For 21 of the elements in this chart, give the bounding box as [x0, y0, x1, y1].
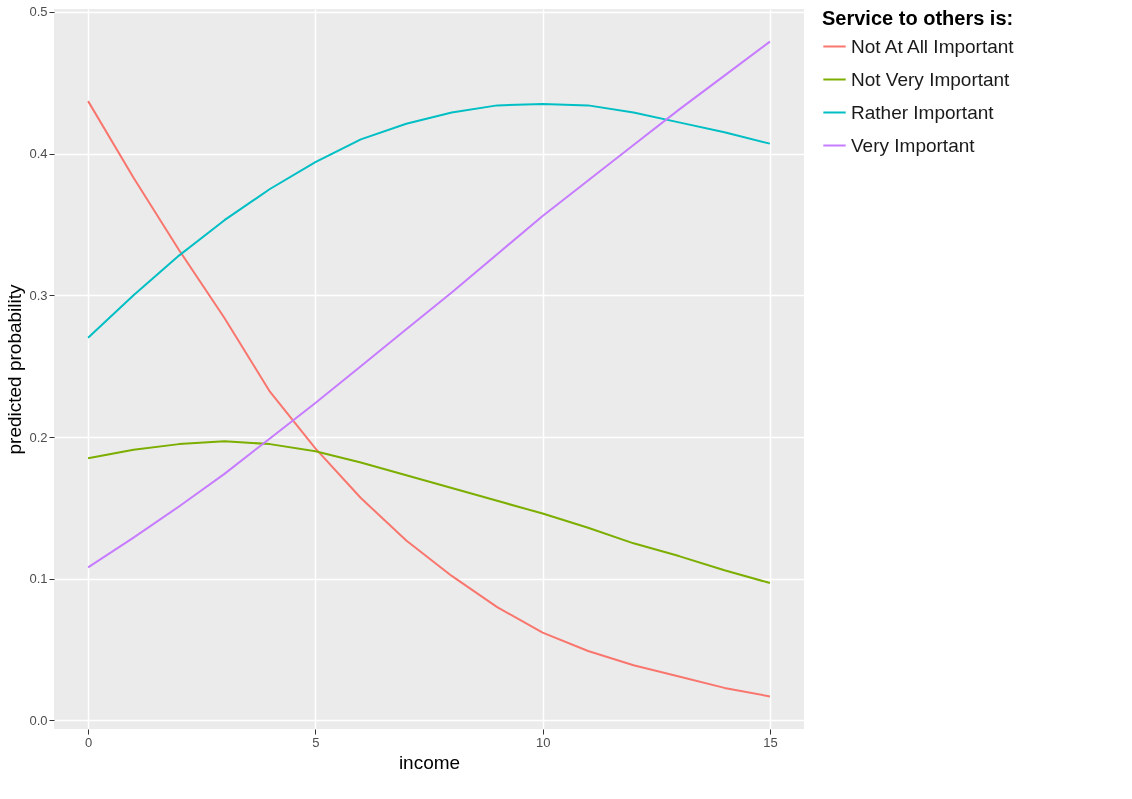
- line-series: [87, 102, 771, 339]
- y-axis-title: predicted probability: [4, 283, 26, 455]
- legend-label: Not At All Important: [851, 35, 1015, 57]
- x-tick-label: 0: [84, 734, 93, 750]
- y-tick-label: 0.3: [29, 287, 48, 303]
- y-tick-label: 0.5: [29, 4, 48, 20]
- line-series: [87, 40, 771, 569]
- y-tick-label: 0.0: [29, 713, 48, 728]
- legend-label: Very Important: [851, 134, 976, 156]
- line-series: [87, 440, 771, 585]
- y-tick-label: 0.4: [29, 146, 48, 162]
- x-axis-title: income: [398, 751, 461, 773]
- legend-title: Service to others is:: [822, 7, 1014, 29]
- line-series: [87, 100, 771, 698]
- x-tick-label: 15: [763, 734, 778, 750]
- y-tick-label: 0.1: [29, 571, 48, 587]
- x-tick-label: 10: [535, 734, 551, 750]
- y-tick-label: 0.2: [29, 429, 48, 445]
- x-tick-label: 5: [312, 734, 320, 750]
- legend-label: Not Very Important: [851, 68, 1011, 90]
- legend-label: Rather Important: [851, 101, 995, 123]
